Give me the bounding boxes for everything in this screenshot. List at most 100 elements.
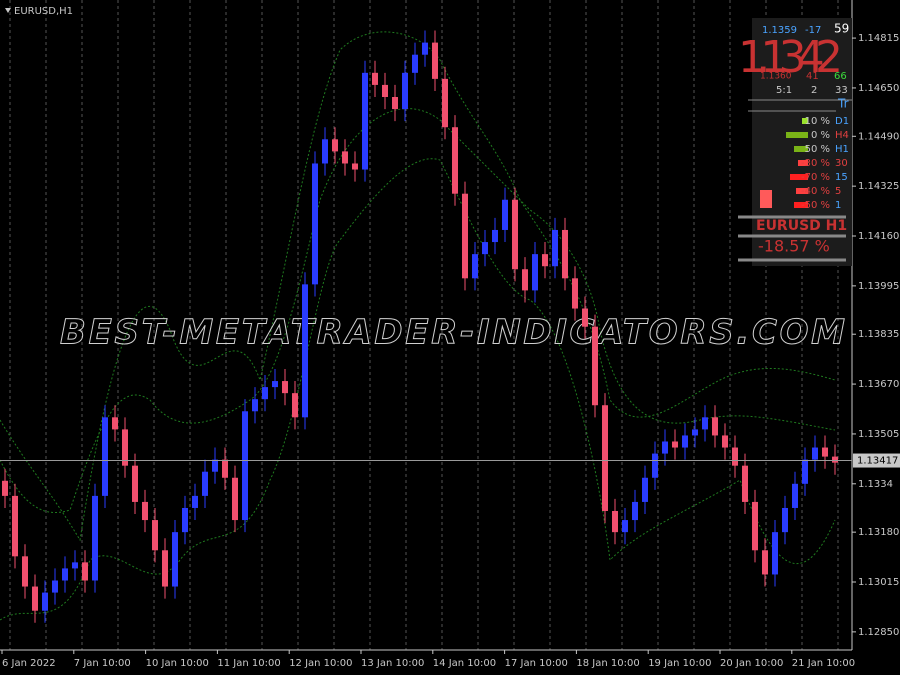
candle-body [12,495,18,557]
strength-bar [798,160,808,166]
r3: 2 [811,85,817,96]
candle-body [182,507,188,533]
candle-body [492,229,498,243]
ratio: 5:1 [776,85,792,96]
y-tick-label: 1.13180 [858,527,899,538]
signal-block [760,190,772,208]
candle-body [262,387,268,400]
x-tick-label: 17 Jan 10:00 [505,658,568,669]
row-timeframe: 15 [835,172,848,183]
candle-body [352,163,358,170]
candle-body [672,441,678,448]
x-tick-label: 19 Jan 10:00 [648,658,711,669]
candle-body [552,229,558,267]
row-percent: 0 % [811,130,830,141]
candle-body [822,447,828,457]
candle-body [632,501,638,521]
candle-body [292,393,298,418]
candle-body [362,72,368,170]
candle-body [132,465,138,502]
candle-body [762,550,768,575]
candle-body [482,242,488,255]
y-tick-label: 1.14490 [858,131,899,142]
total: -18.57 % [758,237,830,256]
r4: 33 [835,85,848,96]
chart-title: EURUSD,H1 [14,6,73,17]
candle-body [572,278,578,309]
x-tick-label: 11 Jan 10:00 [217,658,280,669]
row-timeframe: 5 [835,186,841,197]
candle-body [452,127,458,194]
watermark: BEST-METATRADER-INDICATORS.COM [60,313,845,353]
candle-body [612,510,618,533]
row-percent: 10 % [805,116,830,127]
strength-bar [802,118,808,124]
x-tick-label: 18 Jan 10:00 [576,658,639,669]
candle-body [372,72,378,85]
candle-body [832,456,838,463]
candle-body [792,483,798,508]
row-percent: -50 % [801,200,830,211]
info-panel: 1.1359 -17 59 1.1360 1.1342 41 66 5:1 2 … [738,18,852,266]
candle-body [222,459,228,478]
strength-bar [794,202,808,208]
candle-body [32,586,38,611]
candle-body [442,78,448,128]
strength-bar [796,188,808,194]
menu-arrow[interactable] [5,8,11,13]
candle-body [22,556,28,587]
y-tick-label: 1.1334 [858,479,893,490]
candle-body [152,520,158,551]
candle-body [732,447,738,466]
y-tick-label: 1.14650 [858,83,899,94]
y-tick-label: 1.14325 [858,181,899,192]
candle-body [812,447,818,460]
candle-body [142,501,148,521]
y-tick-label: 1.13995 [858,281,899,292]
candle-body [652,453,658,478]
tag: Tr [837,97,849,111]
spread: 59 [834,22,849,36]
candle-body [162,550,168,587]
candle-body [382,84,388,98]
price: 1.1342 [738,32,843,83]
candle-body [462,193,468,279]
y-tick-label: 1.13835 [858,329,899,340]
candle-body [682,435,688,448]
bid: 1.1359 [762,25,797,36]
candle-body [192,495,198,508]
row-timeframe: 1 [835,200,841,211]
candle-body [692,429,698,436]
candle-body [252,399,258,412]
candle-body [602,405,608,511]
candle-body [712,417,718,436]
candle-body [52,580,58,593]
candle-body [472,254,478,279]
x-tick-label: 14 Jan 10:00 [433,658,496,669]
y-tick-label: 1.14815 [858,33,899,44]
candle-body [662,441,668,454]
candle-body [702,417,708,430]
candle-body [412,54,418,73]
x-tick-label: 20 Jan 10:00 [720,658,783,669]
candle-body [242,411,248,521]
x-tick-label: 7 Jan 10:00 [74,658,131,669]
candle-body [622,520,628,533]
strength-bar [786,132,808,138]
prev: 1.1360 [760,72,792,82]
candle-body [112,417,118,430]
symbol: EURUSD H1 [756,218,847,234]
candle-body [172,532,178,587]
y-tick-label: 1.13015 [858,577,899,588]
candle-body [122,429,128,466]
y-tick-label: 1.13670 [858,379,899,390]
candle-body [342,151,348,164]
price-label-bg [853,453,900,468]
candle-body [722,435,728,448]
candle-body [82,562,88,581]
candle-body [72,562,78,569]
candle-body [532,254,538,291]
row-percent: -40 % [801,186,830,197]
x-tick-label: 13 Jan 10:00 [361,658,424,669]
